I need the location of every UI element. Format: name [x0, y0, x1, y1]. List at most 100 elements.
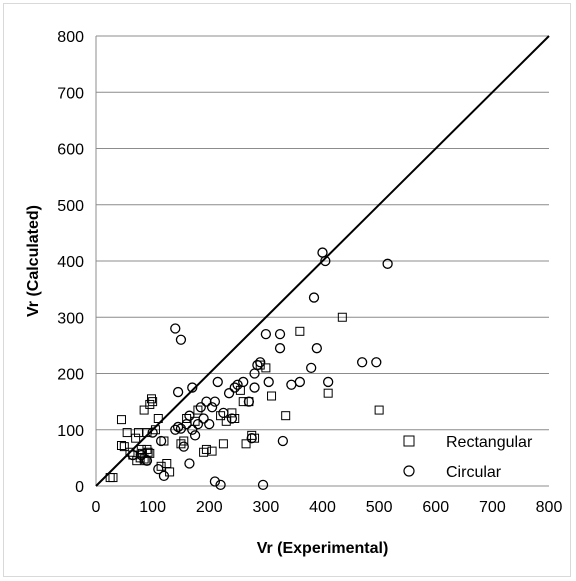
circular-point	[187, 424, 198, 435]
circular-point	[306, 362, 317, 374]
circular-point	[226, 413, 238, 424]
circular-point	[192, 418, 204, 430]
circular-point	[229, 382, 240, 393]
circular-point	[195, 402, 206, 413]
circular-point	[170, 323, 181, 334]
circular-point	[382, 258, 393, 269]
x-tick-label: 100	[139, 499, 166, 516]
circular-point	[274, 343, 286, 354]
rectangular-point	[241, 439, 251, 449]
circular-point	[249, 382, 260, 393]
rectangular-point	[337, 312, 347, 322]
circular-point	[257, 479, 269, 491]
circular-point	[232, 379, 243, 390]
circular-point	[246, 433, 257, 444]
circular-point	[317, 247, 328, 258]
rectangular-point	[218, 439, 228, 449]
rectangular-point	[108, 473, 118, 483]
circular-point	[274, 328, 286, 340]
circular-point	[371, 357, 382, 368]
x-axis-title: Vr (Experimental)	[257, 540, 389, 557]
circular-point	[178, 441, 189, 452]
x-tick-label: 300	[253, 499, 280, 516]
circular-point	[155, 435, 167, 447]
rectangular-point	[119, 442, 129, 452]
x-tick-label: 0	[92, 499, 101, 516]
rectangular-point	[207, 446, 217, 456]
y-tick-label: 500	[57, 198, 84, 215]
rectangular-point	[323, 388, 333, 398]
x-tick-label: 500	[366, 499, 393, 516]
rectangular-point	[374, 405, 384, 415]
rectangular-point	[216, 411, 226, 421]
x-tick-label: 800	[536, 499, 563, 516]
rectangular-point	[122, 428, 132, 438]
rectangular-point	[179, 436, 189, 446]
rectangular-point	[148, 397, 158, 407]
circular-point	[153, 463, 164, 475]
circular-point	[218, 407, 229, 419]
x-tick-label: 600	[422, 499, 449, 516]
y-tick-label: 600	[57, 142, 84, 159]
rectangular-point	[201, 444, 211, 454]
rectangular-point	[116, 415, 126, 425]
legend-label-circular: Circular	[446, 464, 502, 481]
gridlines	[96, 35, 549, 431]
circular-point	[311, 343, 322, 354]
y-axis-title: Vr (Calculated)	[25, 205, 42, 317]
legend-label-rectangular: Rectangular	[446, 434, 533, 451]
rectangular-point	[267, 391, 277, 401]
rectangular-point	[146, 394, 156, 404]
circular-point	[243, 396, 255, 407]
circular-point	[308, 292, 320, 303]
legend-marker-circular	[403, 465, 415, 477]
rectangular-point	[156, 461, 166, 471]
circular-point	[286, 379, 297, 390]
circular-point	[260, 328, 272, 340]
circular-point	[323, 376, 334, 388]
circular-point	[238, 376, 249, 388]
circular-point	[147, 427, 158, 438]
rectangular-point	[150, 425, 160, 435]
circular-point	[320, 255, 331, 267]
circular-point	[263, 376, 274, 388]
y-tick-label: 700	[57, 85, 84, 102]
data-points	[105, 247, 393, 491]
rectangular-point	[261, 363, 271, 373]
circular-point	[181, 418, 192, 430]
y-tick-label: 0	[75, 479, 84, 496]
circular-point	[277, 435, 289, 447]
y-tick-labels: 0 100 200 300 400 500 600 700 800	[57, 29, 84, 496]
rectangular-point	[199, 447, 209, 457]
circular-point	[187, 382, 198, 393]
rectangular-point	[281, 411, 291, 421]
circular-point	[189, 430, 201, 441]
reference-line	[95, 35, 550, 487]
circular-point	[141, 455, 153, 466]
rectangular-point	[176, 439, 186, 449]
y-tick-label: 400	[57, 254, 84, 271]
rectangular-point	[139, 405, 149, 415]
rectangular-point	[295, 326, 305, 336]
circular-point	[223, 388, 235, 399]
circular-point	[204, 418, 215, 430]
circular-point	[201, 396, 212, 407]
rectangular-point	[238, 397, 248, 407]
circular-point	[198, 413, 209, 424]
legend: Rectangular Circular	[403, 434, 533, 481]
circular-point	[209, 396, 221, 407]
circular-point	[170, 424, 181, 435]
circular-point	[209, 476, 221, 487]
x-tick-label: 400	[309, 499, 336, 516]
axes	[95, 36, 549, 487]
x-tick-label: 700	[479, 499, 506, 516]
rectangular-point	[235, 385, 245, 395]
circular-point	[252, 359, 263, 371]
rectangular-point	[153, 414, 163, 423]
legend-marker-rectangular	[403, 435, 415, 447]
circular-point	[212, 376, 223, 388]
rectangular-point	[193, 405, 203, 415]
circular-point	[175, 334, 187, 345]
circular-point	[184, 410, 195, 421]
